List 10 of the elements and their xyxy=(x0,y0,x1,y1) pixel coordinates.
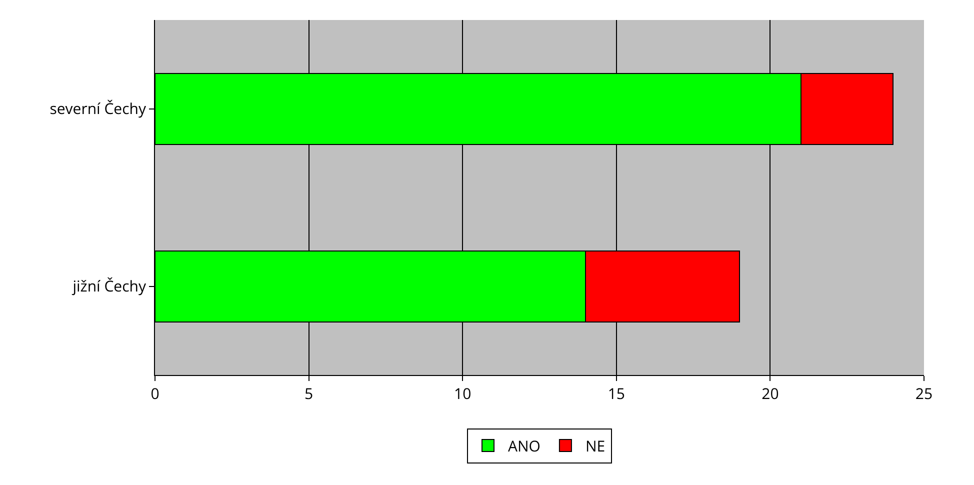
x-tick-label: 10 xyxy=(454,384,472,404)
x-tick-label: 15 xyxy=(608,384,625,404)
y-tick-label: jižní Čechy xyxy=(72,276,146,296)
legend-label: ANO xyxy=(508,436,540,456)
legend-label: NE xyxy=(585,436,606,456)
x-tick-label: 0 xyxy=(150,384,160,404)
y-tick-label: severní Čechy xyxy=(50,99,146,119)
x-tick-label: 20 xyxy=(762,384,779,404)
x-tick-label: 25 xyxy=(915,384,933,404)
x-tick-label: 5 xyxy=(304,384,314,404)
